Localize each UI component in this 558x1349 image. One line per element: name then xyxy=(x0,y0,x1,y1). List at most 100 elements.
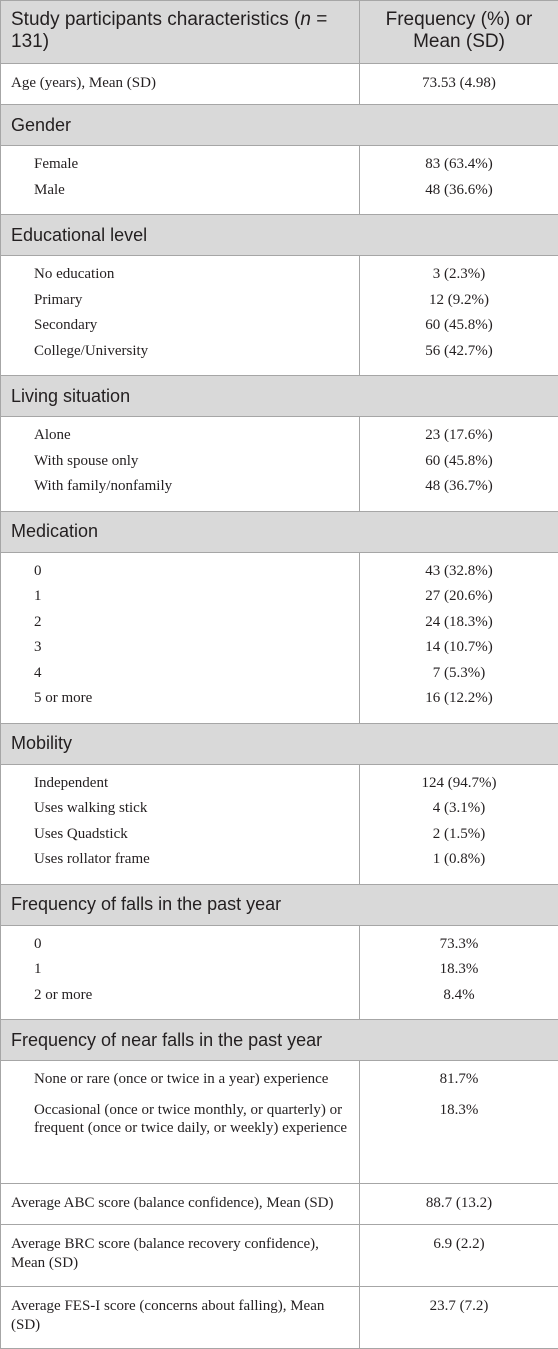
row-value: 24 (18.3%) xyxy=(360,613,558,639)
row-value: 23 (17.6%) xyxy=(360,417,558,452)
row-label: Uses rollator frame xyxy=(1,850,360,884)
row-value: 16 (12.2%) xyxy=(360,689,558,723)
row-value: 48 (36.7%) xyxy=(360,477,558,511)
row-label: Average FES-I score (concerns about fall… xyxy=(1,1287,360,1349)
section-title: Frequency of near falls in the past year xyxy=(1,1020,558,1061)
row-value: 6.9 (2.2) xyxy=(360,1225,558,1287)
table-row-fesi: Average FES-I score (concerns about fall… xyxy=(1,1287,558,1349)
row-value: 88.7 (13.2) xyxy=(360,1184,558,1225)
row-label: 4 xyxy=(1,664,360,690)
section-gender: Gender xyxy=(1,105,558,146)
section-education: Educational level xyxy=(1,215,558,256)
row-label: Primary xyxy=(1,291,360,317)
row-value: 18.3% xyxy=(360,960,558,986)
row-value: 83 (63.4%) xyxy=(360,146,558,181)
row-label: 2 xyxy=(1,613,360,639)
row-label: Average BRC score (balance recovery conf… xyxy=(1,1225,360,1287)
section-falls: Frequency of falls in the past year xyxy=(1,884,558,925)
section-near-falls: Frequency of near falls in the past year xyxy=(1,1020,558,1061)
row-label: College/University xyxy=(1,342,360,376)
row-label: Male xyxy=(1,181,360,215)
row-label: With spouse only xyxy=(1,452,360,478)
row-label: No education xyxy=(1,256,360,291)
row-label: 1 xyxy=(1,587,360,613)
section-title: Medication xyxy=(1,511,558,552)
row-value: 124 (94.7%) xyxy=(360,764,558,799)
row-value: 14 (10.7%) xyxy=(360,638,558,664)
row-label: With family/nonfamily xyxy=(1,477,360,511)
header-characteristics: Study participants characteristics (n = … xyxy=(1,1,360,64)
row-label: 0 xyxy=(1,925,360,960)
row-value: 27 (20.6%) xyxy=(360,587,558,613)
row-value: 73.3% xyxy=(360,925,558,960)
row-label: Independent xyxy=(1,764,360,799)
row-value: 18.3% xyxy=(360,1101,558,1184)
section-title: Living situation xyxy=(1,376,558,417)
row-value: 60 (45.8%) xyxy=(360,452,558,478)
section-medication: Medication xyxy=(1,511,558,552)
row-label: 3 xyxy=(1,638,360,664)
row-value: 1 (0.8%) xyxy=(360,850,558,884)
section-title: Mobility xyxy=(1,723,558,764)
row-value: 81.7% xyxy=(360,1061,558,1102)
row-label: 0 xyxy=(1,552,360,587)
table-row-brc: Average BRC score (balance recovery conf… xyxy=(1,1225,558,1287)
row-label: Female xyxy=(1,146,360,181)
row-value: 8.4% xyxy=(360,986,558,1020)
section-mobility: Mobility xyxy=(1,723,558,764)
row-label: Secondary xyxy=(1,316,360,342)
row-value: 48 (36.6%) xyxy=(360,181,558,215)
row-value: 4 (3.1%) xyxy=(360,799,558,825)
row-value: 7 (5.3%) xyxy=(360,664,558,690)
row-value: 23.7 (7.2) xyxy=(360,1287,558,1349)
row-value: 73.53 (4.98) xyxy=(360,64,558,105)
row-value: 56 (42.7%) xyxy=(360,342,558,376)
row-label: 1 xyxy=(1,960,360,986)
row-label: Occasional (once or twice monthly, or qu… xyxy=(1,1101,360,1184)
row-label: Age (years), Mean (SD) xyxy=(1,64,360,105)
row-label: None or rare (once or twice in a year) e… xyxy=(1,1061,360,1102)
row-label: Uses Quadstick xyxy=(1,825,360,851)
table-row: None or rare (once or twice in a year) e… xyxy=(1,1061,558,1102)
row-label: 2 or more xyxy=(1,986,360,1020)
row-label: 5 or more xyxy=(1,689,360,723)
section-title: Gender xyxy=(1,105,558,146)
table-row: Occasional (once or twice monthly, or qu… xyxy=(1,1101,558,1184)
table-row-age: Age (years), Mean (SD) 73.53 (4.98) xyxy=(1,64,558,105)
row-label: Alone xyxy=(1,417,360,452)
row-value: 2 (1.5%) xyxy=(360,825,558,851)
section-title: Educational level xyxy=(1,215,558,256)
row-value: 12 (9.2%) xyxy=(360,291,558,317)
section-title: Frequency of falls in the past year xyxy=(1,884,558,925)
row-value: 60 (45.8%) xyxy=(360,316,558,342)
row-label: Uses walking stick xyxy=(1,799,360,825)
table-header-row: Study participants characteristics (n = … xyxy=(1,1,558,64)
row-label: Average ABC score (balance confidence), … xyxy=(1,1184,360,1225)
table-row-abc: Average ABC score (balance confidence), … xyxy=(1,1184,558,1225)
row-value: 3 (2.3%) xyxy=(360,256,558,291)
row-value: 43 (32.8%) xyxy=(360,552,558,587)
